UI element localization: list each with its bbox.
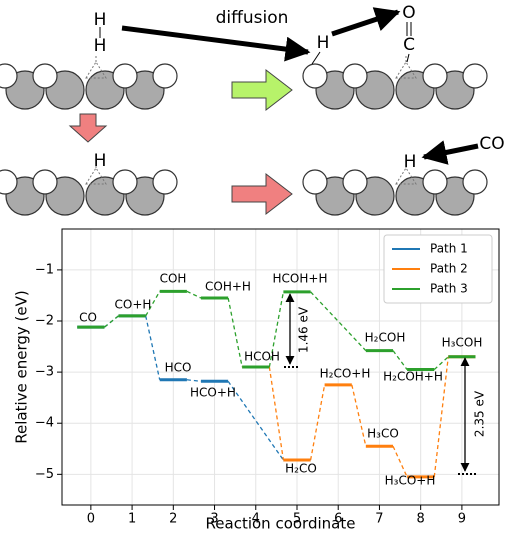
x-tick-label: 6 (334, 512, 342, 527)
connector (186, 290, 202, 299)
y-tick-label: −3 (35, 365, 54, 380)
x-tick-label: 4 (252, 512, 260, 527)
y-axis-label: Relative energy (eV) (13, 290, 31, 444)
level-label: H₂COH (365, 331, 406, 345)
level-label: COH+H (205, 280, 251, 294)
schematic-label: H (94, 36, 107, 56)
level-label: CO+H (115, 298, 152, 312)
legend-label: Path 1 (430, 242, 468, 256)
schematic-label: CO (479, 134, 504, 154)
vacancy (85, 167, 107, 185)
schematic-label: H (94, 151, 107, 171)
surface-atom (152, 169, 178, 195)
level-label: H₂CO (285, 462, 317, 476)
surface-atom (32, 169, 58, 195)
schematic-label: O (402, 3, 415, 23)
x-tick-label: 5 (293, 512, 301, 527)
gap-label: 1.46 eV (297, 306, 311, 353)
legend-box (383, 234, 493, 304)
surface-atom (422, 63, 448, 89)
level-label: HCO+H (190, 386, 236, 400)
x-tick-label: 3 (210, 512, 218, 527)
schematic-label: diffusion (216, 8, 289, 28)
x-tick-label: 8 (417, 512, 425, 527)
legend-label: Path 2 (430, 262, 468, 276)
arrow (331, 7, 401, 37)
schematic-label: C (403, 35, 415, 55)
schematic-label: H (317, 33, 330, 53)
x-axis-label: Reaction coordinate (206, 515, 356, 533)
connector (392, 445, 408, 478)
surface-atom (112, 169, 138, 195)
level-label: HCO (165, 361, 192, 375)
connector (145, 291, 161, 317)
connector (392, 350, 408, 370)
connector (351, 384, 367, 447)
x-tick-label: 1 (128, 512, 136, 527)
arrow (68, 113, 108, 143)
connector (433, 356, 449, 371)
vacancy (395, 167, 417, 185)
y-tick-label: −5 (35, 467, 54, 482)
level-label: H₂COH+H (383, 370, 443, 384)
level-label: COH (160, 272, 187, 286)
surface-atom (302, 63, 328, 89)
surface-atom (0, 169, 18, 195)
level-label: H₃CO (367, 427, 399, 441)
x-tick-label: 9 (458, 512, 466, 527)
bond (311, 51, 321, 65)
x-tick-label: 0 (87, 512, 95, 527)
bond (406, 53, 410, 63)
surface-atom (342, 63, 368, 89)
level-label: HCOH (244, 350, 280, 364)
x-tick-label: 2 (169, 512, 177, 527)
level-label: H₂CO+H (320, 367, 371, 381)
surface-atom (152, 63, 178, 89)
surface-atom (462, 169, 488, 195)
schematic-label: H (404, 152, 417, 172)
level-label: HCOH+H (273, 272, 328, 286)
plot-frame (61, 228, 500, 506)
connector (268, 366, 285, 461)
connector (186, 379, 202, 382)
schematic (68, 7, 479, 216)
connector (227, 297, 243, 368)
gap-label: 2.35 eV (473, 390, 487, 437)
arrow (231, 172, 293, 216)
vacancy (85, 61, 107, 79)
surface-atom (342, 169, 368, 195)
vacancy (395, 61, 417, 79)
connector (104, 315, 119, 328)
arrow (121, 25, 311, 62)
surface-atom (462, 63, 488, 89)
y-tick-label: −2 (35, 314, 54, 329)
arrow (231, 68, 293, 112)
connector (433, 356, 449, 477)
connector (227, 380, 284, 461)
connector (145, 315, 161, 380)
level-label: H₃CO+H (385, 474, 436, 488)
level-label: CO (79, 311, 97, 325)
y-tick-label: −4 (35, 416, 54, 431)
plot: −1 −2 −3 −4 −5 0 1 2 3 4 5 6 7 8 9 Reaction coordinate R… (13, 228, 500, 533)
surface-atom (302, 169, 328, 195)
arrow (421, 140, 479, 165)
x-tick-label: 7 (375, 512, 383, 527)
schematic-label: H (94, 10, 107, 30)
surface-atom (112, 63, 138, 89)
surface-atom (422, 169, 448, 195)
level-label: H₃COH (442, 336, 483, 350)
legend-label: Path 3 (430, 282, 468, 296)
connector (268, 291, 285, 368)
connector (309, 384, 326, 461)
surface-atom (32, 63, 58, 89)
surface-atom (0, 63, 18, 89)
y-tick-label: −1 (35, 262, 54, 277)
